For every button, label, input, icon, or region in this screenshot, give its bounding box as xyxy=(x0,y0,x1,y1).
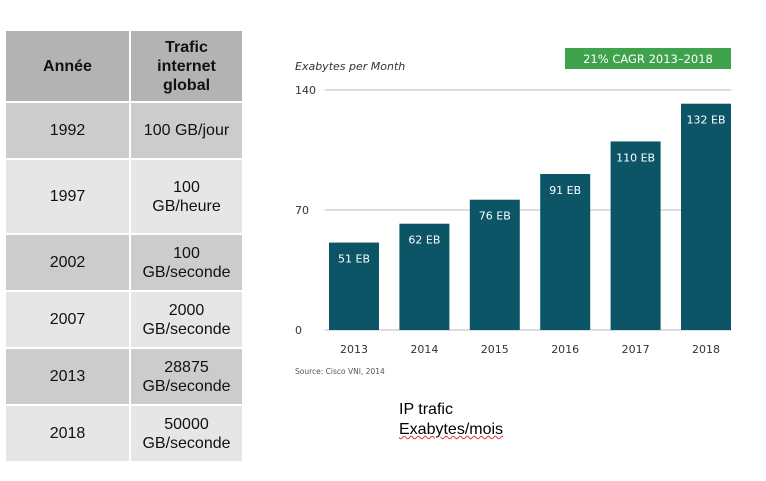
table-row: 2002 100 GB/seconde xyxy=(4,233,244,292)
bar xyxy=(540,174,591,330)
cagr-badge-text: 21% CAGR 2013–2018 xyxy=(583,52,713,66)
bar xyxy=(399,223,450,330)
traffic-cell: 2000 GB/seconde xyxy=(129,290,244,349)
table-row: 2018 50000 GB/seconde xyxy=(4,404,244,463)
year-cell: 2018 xyxy=(4,404,131,463)
y-tick-label: 0 xyxy=(295,324,302,337)
x-tick-label: 2017 xyxy=(622,343,650,356)
y-tick-label: 70 xyxy=(295,204,309,217)
x-tick-label: 2014 xyxy=(410,343,438,356)
caption-line-1: IP trafic xyxy=(399,401,453,418)
traffic-table: Année Trafic internet global 1992 100 GB/… xyxy=(4,29,244,463)
caption-line-2: Exabytes/mois xyxy=(399,421,504,438)
chart-title: Exabytes per Month xyxy=(295,60,405,73)
year-cell: 2002 xyxy=(4,233,131,292)
data-label: 62 EB xyxy=(408,234,440,247)
table-row: 1997 100 GB/heure xyxy=(4,158,244,235)
bar xyxy=(610,141,661,330)
year-cell: 1992 xyxy=(4,101,131,160)
data-label: 110 EB xyxy=(616,151,655,164)
bar xyxy=(329,242,379,330)
traffic-cell: 100 GB/seconde xyxy=(129,233,244,292)
year-cell: 1997 xyxy=(4,158,131,235)
header-traffic: Trafic internet global xyxy=(129,29,244,103)
y-tick-label: 140 xyxy=(295,84,316,97)
traffic-cell: 100 GB/heure xyxy=(129,158,244,235)
cagr-badge xyxy=(565,48,731,69)
data-label: 51 EB xyxy=(338,253,370,266)
bar xyxy=(469,199,520,330)
x-tick-label: 2015 xyxy=(481,343,509,356)
table-row: 1992 100 GB/jour xyxy=(4,101,244,160)
table-row: 2013 28875 GB/seconde xyxy=(4,347,244,406)
table-row: 2007 2000 GB/seconde xyxy=(4,290,244,349)
x-tick-label: 2016 xyxy=(551,343,579,356)
chart-caption: IP trafic Exabytes/mois xyxy=(399,400,503,440)
data-label: 76 EB xyxy=(479,210,511,223)
bar xyxy=(681,103,731,330)
traffic-cell: 100 GB/jour xyxy=(129,101,244,160)
x-tick-label: 2013 xyxy=(340,343,368,356)
traffic-cell: 50000 GB/seconde xyxy=(129,404,244,463)
header-year: Année xyxy=(4,29,131,103)
table-header-row: Année Trafic internet global xyxy=(4,29,244,103)
data-label: 91 EB xyxy=(549,184,581,197)
traffic-cell: 28875 GB/seconde xyxy=(129,347,244,406)
year-cell: 2007 xyxy=(4,290,131,349)
data-label: 132 EB xyxy=(687,114,726,127)
year-cell: 2013 xyxy=(4,347,131,406)
chart-source: Source: Cisco VNI, 2014 xyxy=(295,367,385,376)
x-tick-label: 2018 xyxy=(692,343,720,356)
